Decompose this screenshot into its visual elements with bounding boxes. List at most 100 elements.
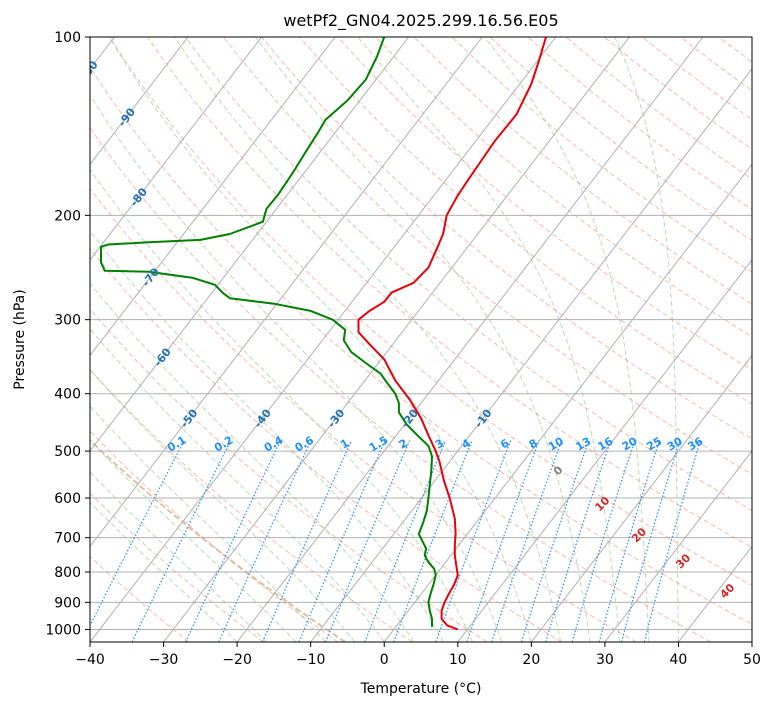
isotherm-label: -90	[116, 105, 139, 129]
temperature-line	[357, 37, 547, 631]
isotherm-label: -50	[178, 406, 201, 430]
x-tick-label: 20	[522, 652, 540, 668]
moist-adiabats	[90, 37, 679, 642]
y-tick-label: 700	[54, 531, 81, 547]
isotherm-label: -100	[74, 58, 101, 88]
reference-curve	[90, 438, 346, 642]
isotherm-label: -40	[251, 406, 274, 430]
mixing-ratio-line	[393, 440, 473, 642]
mixing-ratio-line	[491, 440, 563, 642]
mixing-ratio-line	[466, 440, 540, 642]
isotherm-line	[751, 641, 752, 642]
dry-adiabat-line	[565, 37, 752, 180]
mixing-ratio-line	[571, 440, 636, 642]
x-tick-label: 50	[743, 652, 761, 668]
isotherm-line	[236, 37, 704, 642]
x-axis-label: Temperature (°C)	[360, 681, 482, 697]
y-tick-label: 600	[54, 491, 81, 507]
dry-adiabat-line	[90, 308, 488, 642]
y-tick-label: 100	[54, 30, 81, 46]
mixing-ratio-lines	[90, 440, 701, 642]
x-tick-label: −40	[75, 652, 105, 668]
y-tick-label: 300	[54, 313, 81, 329]
dry-adiabat-line	[90, 247, 562, 642]
dewpoint-line	[100, 37, 437, 627]
moist-adiabat-line	[614, 37, 679, 642]
isotherm-line	[310, 68, 752, 642]
mixing-ratio-line	[598, 440, 660, 642]
x-tick-label: −20	[222, 652, 252, 668]
isotherm-label: -20	[399, 406, 422, 430]
dry-adiabat-line	[375, 37, 752, 338]
theta-e-label: 30	[673, 551, 693, 571]
inline-labels: 0.1 0.2 0.4 0.6 1 1.5 2 3 4 6 8 10 13 16 20 25 30 36-100-…	[74, 58, 738, 601]
mixing-ratio-line	[643, 440, 701, 642]
isotherm-label: -60	[151, 345, 174, 369]
moist-adiabat-line	[90, 471, 267, 642]
mixing-ratio-line	[90, 440, 185, 628]
isotherm-label: -70	[140, 265, 163, 289]
moist-adiabat-line	[90, 368, 356, 642]
x-tick-label: 40	[670, 652, 688, 668]
plot-frame	[89, 36, 753, 643]
moist-adiabat-line	[90, 282, 415, 642]
isotherm-line	[90, 37, 189, 166]
isotherm-label: -10	[472, 406, 495, 430]
dry-adiabat-line	[680, 37, 752, 92]
dry-adiabat-line	[90, 66, 752, 625]
dry-adiabat-line	[184, 37, 752, 512]
theta-e-label: 20	[629, 525, 649, 545]
mixing-ratio-line	[298, 440, 386, 642]
dry-adiabat-line	[261, 37, 752, 440]
isotherm-line	[383, 163, 752, 642]
moist-adiabat-line	[90, 230, 444, 642]
moist-adiabat-line	[255, 37, 591, 642]
x-tick-label: −30	[149, 652, 179, 668]
mixing-ratio-label: 4	[459, 436, 472, 451]
x-tick-label: 10	[449, 652, 467, 668]
grid-lines	[90, 37, 752, 642]
y-axis-label: Pressure (hPa)	[12, 289, 28, 389]
x-tick-label: 30	[596, 652, 614, 668]
mixing-ratio-line	[325, 440, 411, 642]
moist-adiabat-line	[108, 37, 532, 642]
isotherm-label: -30	[325, 406, 348, 430]
dry-adiabat-line	[90, 555, 190, 642]
dry-adiabat-line	[90, 368, 413, 642]
mixing-ratio-line	[364, 440, 447, 642]
profile-series	[100, 37, 547, 631]
dry-adiabat-line	[90, 127, 712, 642]
y-tick-label: 200	[54, 208, 81, 224]
y-tick-label: 900	[54, 595, 81, 611]
x-tick-label: 0	[380, 652, 389, 668]
moist-adiabat-line	[90, 439, 297, 642]
dry-adiabat-line	[413, 37, 752, 305]
isotherm-line	[604, 450, 752, 642]
y-tick-label: 500	[54, 444, 81, 460]
reference-curve-line	[90, 438, 346, 642]
mixing-ratio-line	[520, 440, 590, 642]
dry-adiabat-line	[451, 37, 752, 273]
moist-adiabat-line	[357, 37, 621, 642]
moist-adiabat-line	[90, 168, 473, 642]
isotherm-line	[457, 259, 752, 642]
dry-adiabat-line	[603, 37, 752, 150]
isotherm-line	[90, 37, 410, 452]
dry-adiabat-line	[641, 37, 752, 121]
isotherm-line	[90, 37, 263, 261]
isotherm-line	[530, 354, 752, 642]
theta-e-label: 10	[592, 494, 612, 514]
mixing-ratio-line	[621, 440, 681, 642]
y-tick-label: 400	[54, 387, 81, 403]
dry-adiabat-line	[718, 37, 752, 63]
isotherm-line	[90, 37, 483, 548]
dry-adiabat-line	[223, 37, 752, 475]
y-axis-ticks: 100 200 300 400 500 600 700 800 900 1000	[45, 30, 90, 638]
dry-adiabat-line	[90, 492, 264, 642]
isotherm-line	[678, 545, 752, 642]
dry-adiabat-line	[146, 37, 752, 549]
plot-area: 0.1 0.2 0.4 0.6 1 1.5 2 3 4 6 8 10 13 16 20 25 30 36-100-…	[74, 37, 752, 642]
y-tick-label: 1000	[45, 622, 81, 638]
moist-adiabat-line	[90, 328, 385, 642]
